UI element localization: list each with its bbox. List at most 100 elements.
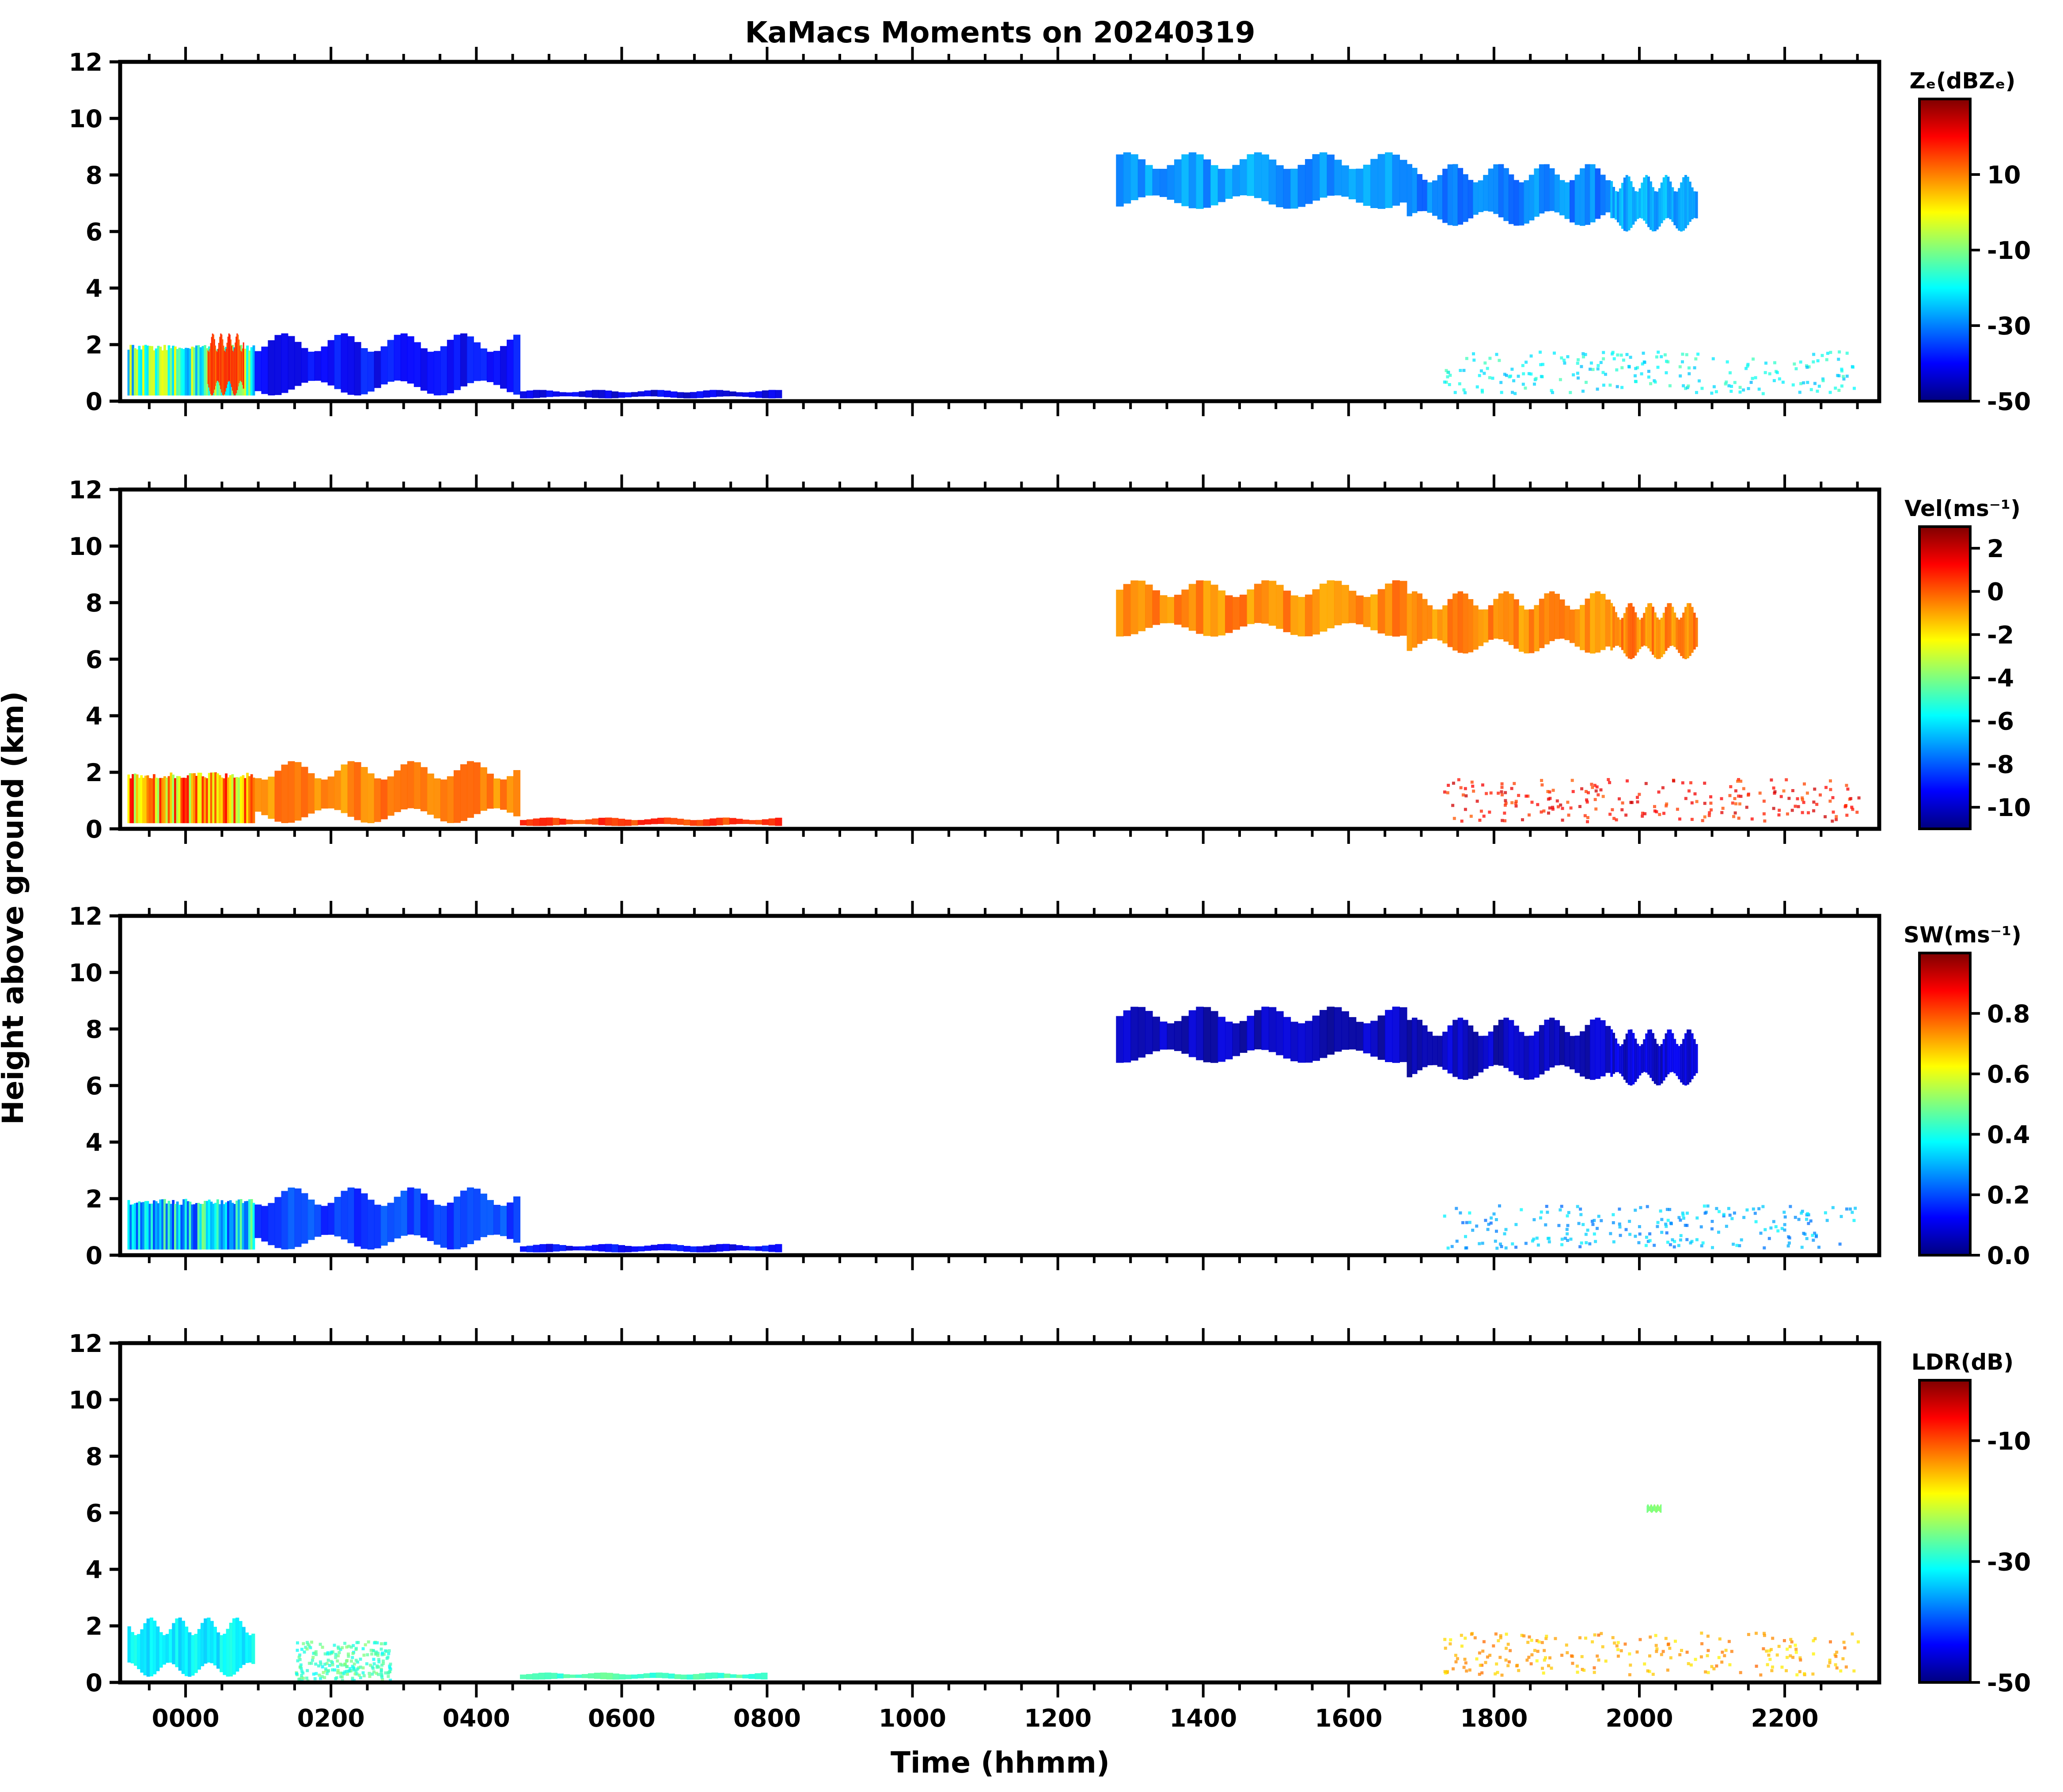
- y-tick-label: 8: [86, 1015, 102, 1044]
- data-region: [520, 1672, 768, 1680]
- x-tick-label: 1800: [1460, 1704, 1528, 1732]
- colorbar-tick-label: -2: [1987, 621, 2014, 649]
- data-region: [1116, 152, 1407, 209]
- colorbar: [1918, 525, 1972, 830]
- y-tick-label: 6: [86, 218, 102, 246]
- data-region: [1646, 1504, 1662, 1513]
- colorbar-tick-label: 0: [1987, 578, 2004, 606]
- axes-frame: [118, 487, 1881, 831]
- y-tick-label: 0: [86, 815, 102, 843]
- y-tick-label: 2: [86, 331, 102, 359]
- panel-ze: 0 2 4 6 8 10 12 Zₑ(dBZₑ) 10 -10 -30 -50: [68, 47, 2031, 416]
- y-tick-label: 8: [86, 589, 102, 617]
- y-tick-label: 12: [68, 48, 102, 76]
- colorbar-label: Vel(ms⁻¹): [1904, 496, 2021, 521]
- data-region: [520, 1244, 782, 1253]
- data-region-sparse: [1443, 350, 1856, 395]
- data-region: [1116, 580, 1407, 637]
- panel-sw: 0 2 4 6 8 10 12 SW(ms⁻¹) 0.8 0.6 0.4 0.2 0.0: [68, 901, 2030, 1270]
- y-tick-label: 4: [86, 1556, 102, 1584]
- data-region: [1610, 175, 1698, 232]
- data-region: [254, 1187, 520, 1250]
- x-tick-label: 0800: [733, 1704, 801, 1732]
- panel-vel: 0 2 4 6 8 10 12 Vel(ms⁻¹) 2 0 -2 -4 -6 -8 -10: [68, 475, 2031, 844]
- data-region: [1407, 1017, 1611, 1080]
- colorbar-label: LDR(dB): [1911, 1349, 2014, 1375]
- y-tick-label: 12: [68, 902, 102, 930]
- axes-frame: [118, 1341, 1881, 1685]
- x-tick-label: 0000: [152, 1704, 220, 1732]
- colorbar-tick-label: -8: [1987, 750, 2014, 778]
- data-region-streaks: [127, 772, 255, 824]
- data-region: [520, 817, 782, 826]
- data-region: [520, 390, 782, 399]
- panel-ldr: 0 2 4 6 8 10 12 0000 0200 0400 0600 0800 1000 1200 140…: [68, 1328, 2031, 1732]
- data-region: [127, 1617, 255, 1677]
- colorbar-tick-label: 0.6: [1987, 1060, 2030, 1089]
- colorbar-tick-label: 0.0: [1987, 1241, 2030, 1270]
- x-tick-label: 2200: [1751, 1704, 1819, 1732]
- x-tick-label: 1000: [879, 1704, 946, 1732]
- data-region-streaks: [127, 1199, 255, 1250]
- colorbar: [1918, 1379, 1972, 1684]
- colorbar-label: SW(ms⁻¹): [1904, 922, 2021, 948]
- y-axis-label: Height above ground (km): [0, 691, 30, 1125]
- y-tick-label: 12: [68, 476, 102, 504]
- y-tick-label: 0: [86, 1241, 102, 1270]
- ldr-data-layer: [127, 1504, 1860, 1683]
- colorbar-tick-label: -10: [1987, 793, 2031, 822]
- colorbar-tick-label: -30: [1987, 312, 2031, 340]
- data-region: [1407, 591, 1611, 654]
- y-tick-label: 10: [68, 1386, 102, 1414]
- y-tick-label: 6: [86, 645, 102, 674]
- data-region: [1610, 1029, 1698, 1086]
- colorbar-tick-label: -50: [1987, 1669, 2031, 1697]
- y-tick-label: 2: [86, 1612, 102, 1640]
- data-region: [207, 333, 244, 396]
- x-tick-label: 0600: [588, 1704, 656, 1732]
- y-tick-label: 0: [86, 1669, 102, 1697]
- colorbar: [1918, 952, 1972, 1257]
- colorbar-tick-label: -6: [1987, 707, 2014, 736]
- y-tick-label: 10: [68, 105, 102, 133]
- colorbar-tick-label: 0.8: [1987, 1000, 2030, 1028]
- figure-title: KaMacs Moments on 20240319: [745, 15, 1255, 49]
- y-tick-label: 6: [86, 1072, 102, 1100]
- data-region: [1407, 164, 1611, 226]
- y-tick-label: 12: [68, 1329, 102, 1358]
- y-tick-label: 10: [68, 959, 102, 987]
- data-region: [1116, 1006, 1407, 1063]
- data-region-sparse: [1443, 1204, 1857, 1250]
- x-tick-label: 0400: [443, 1704, 510, 1732]
- x-tick-label: 1400: [1169, 1704, 1237, 1732]
- x-axis-label: Time (hhmm): [891, 1746, 1110, 1780]
- x-tick-label: 1200: [1024, 1704, 1092, 1732]
- y-tick-label: 6: [86, 1499, 102, 1527]
- x-tick-label: 1600: [1315, 1704, 1382, 1732]
- x-tick-label: 0200: [297, 1704, 365, 1732]
- colorbar-tick-label: 10: [1987, 161, 2021, 189]
- colorbar-tick-label: -10: [1987, 236, 2031, 265]
- y-tick-label: 2: [86, 759, 102, 787]
- y-tick-label: 0: [86, 387, 102, 416]
- vel-data-layer: [127, 580, 1861, 826]
- data-region-sparse: [295, 1640, 392, 1683]
- colorbar-tick-label: 2: [1987, 535, 2004, 563]
- data-region: [254, 761, 520, 824]
- y-tick-label: 10: [68, 532, 102, 561]
- colorbar: [1918, 98, 1972, 402]
- y-tick-label: 8: [86, 161, 102, 190]
- data-region-sparse: [1443, 778, 1861, 824]
- data-region: [254, 333, 520, 396]
- y-tick-label: 4: [86, 702, 102, 730]
- y-tick-label: 4: [86, 274, 102, 303]
- y-tick-label: 2: [86, 1185, 102, 1213]
- colorbar-tick-label: -10: [1987, 1427, 2031, 1455]
- y-tick-label: 4: [86, 1128, 102, 1157]
- data-region: [1610, 603, 1698, 659]
- colorbar-label: Zₑ(dBZₑ): [1909, 68, 2015, 94]
- sw-data-layer: [127, 1006, 1857, 1253]
- y-tick-label: 8: [86, 1443, 102, 1471]
- colorbar-tick-label: -4: [1987, 664, 2014, 692]
